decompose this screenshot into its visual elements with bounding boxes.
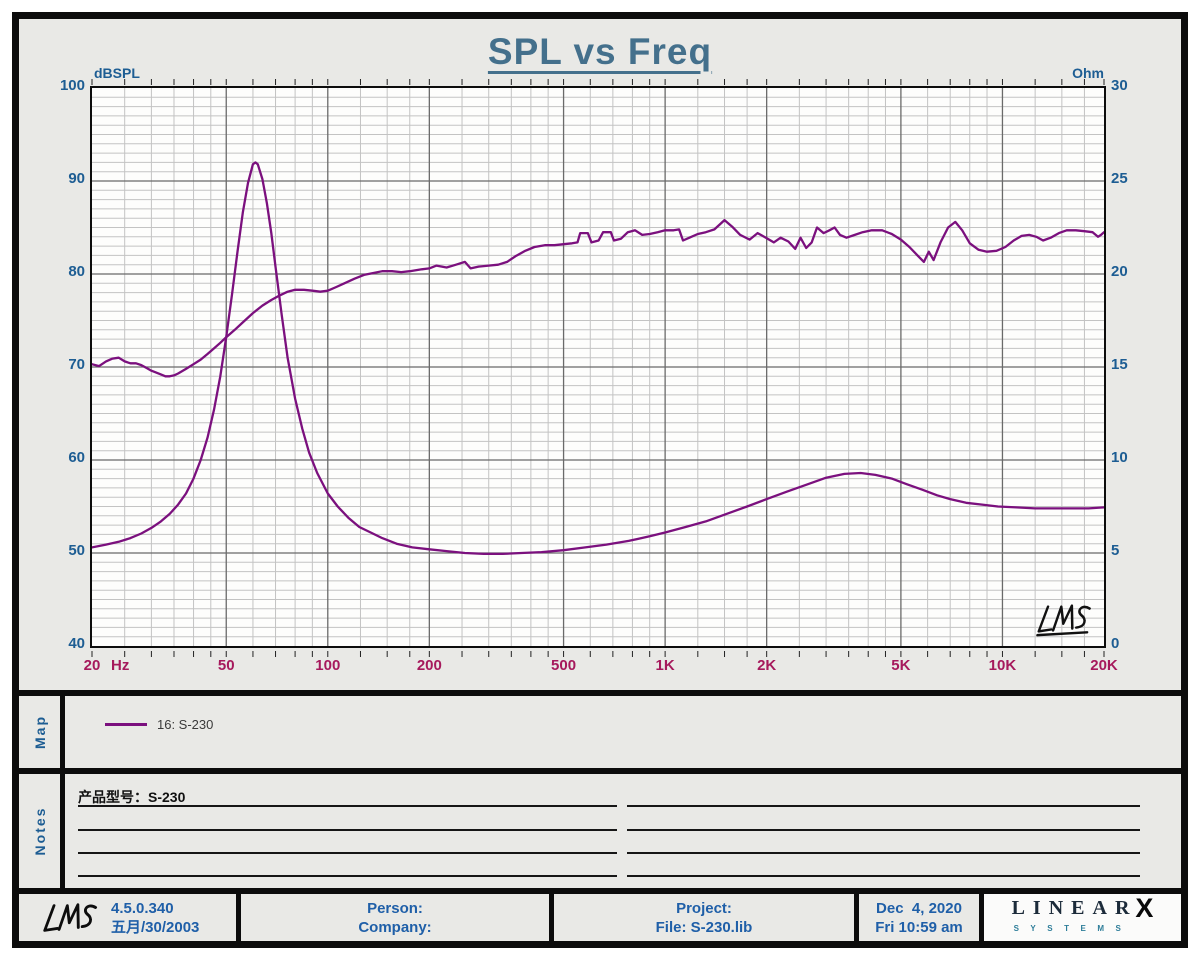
linearx-logo: LINEAR X SYSTEMS [1011,892,1154,938]
x-tick-label: 500 [551,657,577,674]
right-tick-label: 20 [1111,263,1128,280]
grid-major [92,88,1104,646]
note-line [627,829,1140,831]
brand-systems-text: SYSTEMS [1013,923,1133,933]
left-tick-label: 70 [68,356,85,373]
person-field-label: Person: [367,899,423,917]
legend-line-swatch [105,723,147,726]
file-field-value: File: S-230.lib [655,918,753,936]
project-field-label: Project: [676,899,732,917]
footer-bar: 4.5.0.340 五月/30/2003 Person: Company: Pr… [19,894,1181,941]
right-axis-unit-label: Ohm [1072,65,1104,81]
linearx-logo-top: LINEAR X [1011,892,1154,923]
notes-first-line-text: 产品型号：S-230 [78,789,186,805]
app-version-date: 五月/30/2003 [111,918,200,936]
x-tick-label: 100 [315,657,341,674]
note-line [78,875,617,877]
left-tick-label: 100 [59,77,85,94]
notes-section: Notes 产品型号：S-230 [19,774,1181,894]
report-date: Dec 4, 2020 [876,899,962,917]
map-label: Map [31,715,48,749]
plot-area [90,86,1106,648]
lms-logo [43,902,98,932]
app-version: 4.5.0.340 [111,899,174,917]
lms-watermark-logo [1036,604,1091,637]
right-tick-label: 0 [1111,635,1120,652]
x-tick-label: 1K [655,657,675,674]
map-section: Map 16: S-230 [19,690,1181,774]
note-line [627,875,1140,877]
report-time: Fri 10:59 am [875,918,963,936]
footer-app-cell: 4.5.0.340 五月/30/2003 [19,894,241,941]
note-line [78,829,617,831]
right-tick-label: 15 [1111,356,1128,373]
outer-frame: SPL vs Freq dBSPL Ohm 100 90 80 70 60 50 40 30… [12,12,1188,948]
note-line [78,852,617,854]
left-tick-label: 50 [68,542,85,559]
notes-label-cell: Notes [19,774,65,888]
note-line [627,805,1140,807]
x-axis-unit-label: Hz [111,657,130,674]
x-tick-label: 5K [891,657,911,674]
brand-x-text: X [1135,892,1154,923]
left-tick-label: 40 [68,635,85,652]
top-tick-strip [91,79,1105,85]
left-tick-label: 80 [68,263,85,280]
x-tick-label: 200 [416,657,442,674]
left-tick-label: 60 [68,449,85,466]
x-tick-label: 2K [757,657,777,674]
right-tick-label: 5 [1111,542,1120,559]
x-tick-label: 20K [1090,657,1118,674]
footer-datetime-cell: Dec 4, 2020 Fri 10:59 am [859,894,984,941]
x-tick-label: 20 [83,657,101,674]
spl-curve [92,218,1104,378]
chart-canvas [92,88,1104,646]
footer-brand-cell: LINEAR X SYSTEMS [984,894,1181,941]
footer-person-cell: Person: Company: [241,894,554,941]
impedance-curve [92,161,1104,556]
legend-row: 16: S-230 [105,717,213,732]
left-axis-unit-label: dBSPL [94,65,140,81]
brand-linear-text: LINEAR [1011,896,1138,919]
x-tick-label: 10K [988,657,1017,674]
map-label-cell: Map [19,696,65,768]
footer-project-cell: Project: File: S-230.lib [554,894,859,941]
notes-label: Notes [31,806,48,856]
version-block: 4.5.0.340 五月/30/2003 [111,899,199,937]
left-tick-label: 90 [68,170,85,187]
right-tick-label: 10 [1111,449,1128,466]
note-line [78,805,617,807]
legend-text: 16: S-230 [157,717,214,732]
chart-title: SPL vs Freq [487,31,713,72]
right-tick-label: 25 [1111,170,1128,187]
company-field-label: Company: [358,918,432,936]
right-tick-label: 30 [1111,77,1128,94]
bottom-tick-strip [91,651,1105,657]
x-tick-label: 50 [217,657,235,674]
note-line [627,852,1140,854]
